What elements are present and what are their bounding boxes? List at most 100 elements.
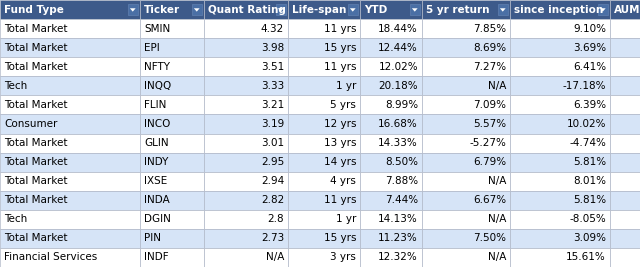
Bar	[422, 76, 510, 95]
Text: INDY: INDY	[144, 157, 168, 167]
Text: -5.27%: -5.27%	[469, 138, 506, 148]
Text: since inception: since inception	[514, 5, 604, 14]
Polygon shape	[500, 8, 506, 12]
Text: 8.99%: 8.99%	[385, 100, 418, 110]
Bar	[204, 210, 288, 229]
Bar	[422, 152, 510, 172]
Bar	[610, 134, 640, 152]
Bar	[0, 152, 140, 172]
Bar	[140, 229, 204, 248]
Text: 5 yr return: 5 yr return	[426, 5, 490, 14]
Text: N/A: N/A	[488, 214, 506, 224]
Bar	[0, 38, 140, 57]
Bar	[610, 38, 640, 57]
Bar	[510, 95, 610, 115]
Bar	[0, 248, 140, 267]
Text: 2.95: 2.95	[260, 157, 284, 167]
Text: 7.44%: 7.44%	[385, 195, 418, 205]
Bar	[610, 248, 640, 267]
Text: 2.73: 2.73	[260, 233, 284, 244]
Bar	[127, 4, 138, 15]
Bar	[510, 152, 610, 172]
Bar	[510, 210, 610, 229]
Bar	[422, 115, 510, 134]
Text: 3.21: 3.21	[260, 100, 284, 110]
Text: Total Market: Total Market	[4, 157, 67, 167]
Bar	[204, 229, 288, 248]
Text: 8.01%: 8.01%	[573, 176, 606, 186]
Bar	[275, 4, 286, 15]
Bar	[140, 95, 204, 115]
Text: 9.10%: 9.10%	[573, 23, 606, 34]
Text: 11 yrs: 11 yrs	[323, 62, 356, 72]
Bar	[204, 19, 288, 38]
Bar	[140, 172, 204, 191]
Text: 7.88%: 7.88%	[385, 176, 418, 186]
Text: FLIN: FLIN	[144, 100, 166, 110]
Text: DGIN: DGIN	[144, 214, 171, 224]
Bar	[140, 191, 204, 210]
Text: 4 yrs: 4 yrs	[330, 176, 356, 186]
Bar	[288, 152, 360, 172]
Bar	[610, 152, 640, 172]
Text: 14.33%: 14.33%	[378, 138, 418, 148]
Bar	[610, 210, 640, 229]
Text: SMIN: SMIN	[144, 23, 170, 34]
Text: 7.27%: 7.27%	[473, 62, 506, 72]
Text: 3.69%: 3.69%	[573, 43, 606, 53]
Text: Quant Rating: Quant Rating	[208, 5, 286, 14]
Text: 12.32%: 12.32%	[378, 253, 418, 262]
Text: 3.01: 3.01	[261, 138, 284, 148]
Bar	[610, 191, 640, 210]
Bar	[204, 172, 288, 191]
Text: NFTY: NFTY	[144, 62, 170, 72]
Text: 3.51: 3.51	[260, 62, 284, 72]
Polygon shape	[412, 8, 418, 12]
Bar	[140, 0, 204, 19]
Bar	[0, 76, 140, 95]
Bar	[140, 19, 204, 38]
Bar	[140, 210, 204, 229]
Text: 14 yrs: 14 yrs	[323, 157, 356, 167]
Text: 14.13%: 14.13%	[378, 214, 418, 224]
Text: 8.50%: 8.50%	[385, 157, 418, 167]
Bar	[610, 229, 640, 248]
Text: INCO: INCO	[144, 119, 170, 129]
Bar	[360, 210, 422, 229]
Text: 6.67%: 6.67%	[473, 195, 506, 205]
Bar	[610, 57, 640, 76]
Text: 13 yrs: 13 yrs	[323, 138, 356, 148]
Text: 15.61%: 15.61%	[566, 253, 606, 262]
Bar	[422, 210, 510, 229]
Text: 18.44%: 18.44%	[378, 23, 418, 34]
Bar	[204, 76, 288, 95]
Bar	[0, 191, 140, 210]
Bar	[360, 19, 422, 38]
Text: Financial Services: Financial Services	[4, 253, 97, 262]
Text: 7.85%: 7.85%	[473, 23, 506, 34]
Polygon shape	[350, 8, 356, 12]
Bar	[140, 248, 204, 267]
Bar	[360, 0, 422, 19]
Text: 1 yr: 1 yr	[335, 81, 356, 91]
Bar	[360, 134, 422, 152]
Bar	[510, 0, 610, 19]
Text: 3.33: 3.33	[260, 81, 284, 91]
Text: Tech: Tech	[4, 81, 28, 91]
Text: Life-span: Life-span	[292, 5, 346, 14]
Bar	[140, 57, 204, 76]
Bar	[0, 57, 140, 76]
Bar	[510, 115, 610, 134]
Text: AUM: AUM	[614, 5, 640, 14]
Text: 2.82: 2.82	[260, 195, 284, 205]
Text: Consumer: Consumer	[4, 119, 58, 129]
Bar	[191, 4, 202, 15]
Text: 15 yrs: 15 yrs	[323, 233, 356, 244]
Text: Total Market: Total Market	[4, 43, 67, 53]
Bar	[360, 172, 422, 191]
Bar	[0, 134, 140, 152]
Bar	[0, 19, 140, 38]
Text: 15 yrs: 15 yrs	[323, 43, 356, 53]
Bar	[610, 172, 640, 191]
Text: 12 yrs: 12 yrs	[323, 119, 356, 129]
